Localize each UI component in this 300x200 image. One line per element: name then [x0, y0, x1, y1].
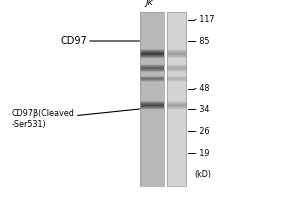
Text: - 117: - 117 [194, 16, 215, 24]
Text: - 85: - 85 [194, 36, 210, 46]
Text: (kD): (kD) [194, 170, 212, 178]
Text: Jk: Jk [146, 0, 153, 7]
Bar [140, 12, 164, 186]
Bar [167, 12, 186, 186]
Text: - 19: - 19 [194, 148, 210, 158]
Text: CD97: CD97 [60, 36, 140, 46]
Text: CD97β(Cleaved
-Ser531): CD97β(Cleaved -Ser531) [12, 109, 140, 129]
Text: - 34: - 34 [194, 104, 210, 114]
Text: - 48: - 48 [194, 84, 210, 93]
Text: - 26: - 26 [194, 127, 210, 136]
